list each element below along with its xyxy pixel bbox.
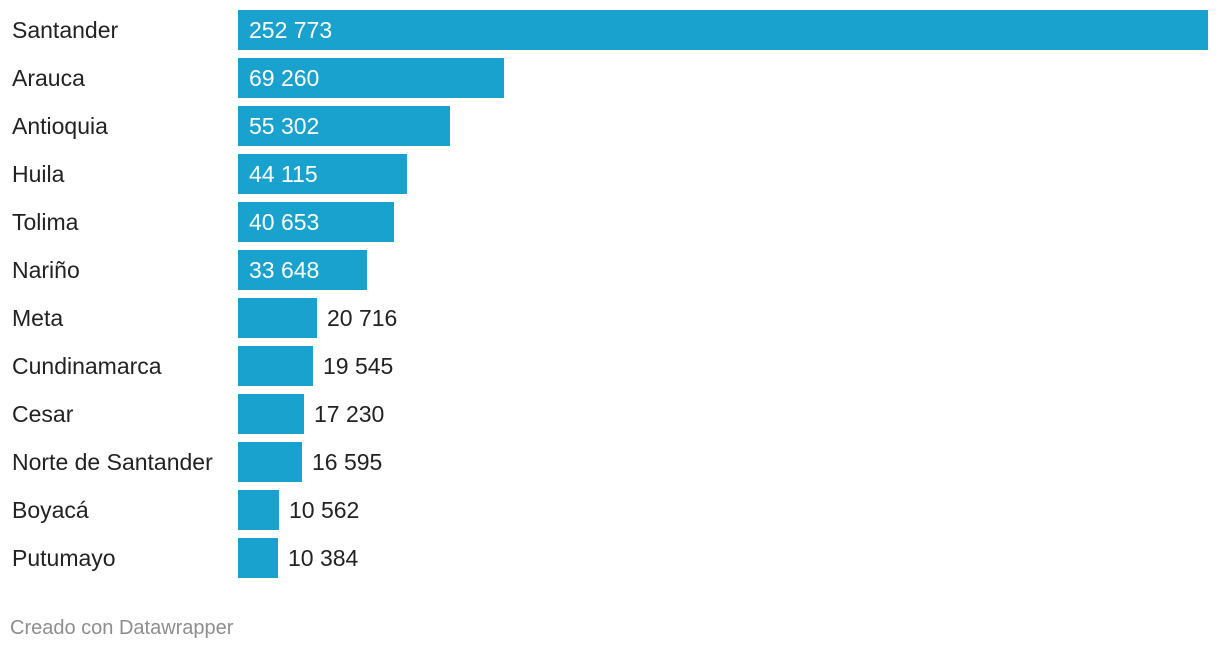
bar-row: Norte de Santander 16 595 bbox=[0, 442, 1220, 482]
value-label: 16 595 bbox=[312, 449, 383, 475]
value-label: 40 653 bbox=[249, 209, 320, 235]
category-label: Santander bbox=[12, 17, 119, 43]
value-label: 19 545 bbox=[323, 353, 394, 379]
value-label: 55 302 bbox=[249, 113, 320, 139]
category-label: Cesar bbox=[12, 401, 74, 427]
category-label: Cundinamarca bbox=[12, 353, 162, 379]
value-label: 10 384 bbox=[288, 545, 359, 571]
bar bbox=[238, 394, 304, 434]
bar-row: Antioquia 55 302 bbox=[0, 106, 1220, 146]
category-label: Antioquia bbox=[12, 113, 108, 139]
bar-row: Meta 20 716 bbox=[0, 298, 1220, 338]
category-label: Nariño bbox=[12, 257, 80, 283]
bar bbox=[238, 106, 450, 146]
value-label: 252 773 bbox=[249, 17, 333, 43]
bar-chart: Santander 252 773 Arauca 69 260 Antioquia 55 … bbox=[0, 10, 1220, 578]
bar-row: Cesar 17 230 bbox=[0, 394, 1220, 434]
bar-row: Huila 44 115 bbox=[0, 154, 1220, 194]
category-label: Huila bbox=[12, 161, 65, 187]
bar bbox=[238, 442, 302, 482]
bar bbox=[238, 154, 407, 194]
bar bbox=[238, 250, 367, 290]
bar-row: Cundinamarca 19 545 bbox=[0, 346, 1220, 386]
bar-row: Boyacá 10 562 bbox=[0, 490, 1220, 530]
value-label: 69 260 bbox=[249, 65, 320, 91]
value-label: 17 230 bbox=[314, 401, 385, 427]
bar bbox=[238, 202, 394, 242]
category-label: Tolima bbox=[12, 209, 79, 235]
category-label: Putumayo bbox=[12, 545, 116, 571]
value-label: 33 648 bbox=[249, 257, 320, 283]
bar bbox=[238, 298, 317, 338]
category-label: Norte de Santander bbox=[12, 449, 213, 475]
category-label: Arauca bbox=[12, 65, 85, 91]
value-label: 10 562 bbox=[289, 497, 360, 523]
value-label: 20 716 bbox=[327, 305, 398, 331]
bar-row: Tolima 40 653 bbox=[0, 202, 1220, 242]
bar-row: Santander 252 773 bbox=[0, 10, 1220, 50]
value-label: 44 115 bbox=[249, 161, 318, 187]
bar-row: Nariño 33 648 bbox=[0, 250, 1220, 290]
bar bbox=[238, 490, 279, 530]
bar bbox=[238, 538, 278, 578]
bar-row: Arauca 69 260 bbox=[0, 58, 1220, 98]
category-label: Meta bbox=[12, 305, 64, 331]
category-label: Boyacá bbox=[12, 497, 89, 523]
bar bbox=[238, 10, 1208, 50]
bar-row: Putumayo 10 384 bbox=[0, 538, 1220, 578]
footer-credit: Creado con Datawrapper bbox=[10, 617, 234, 639]
bar bbox=[238, 58, 504, 98]
bar bbox=[238, 346, 313, 386]
